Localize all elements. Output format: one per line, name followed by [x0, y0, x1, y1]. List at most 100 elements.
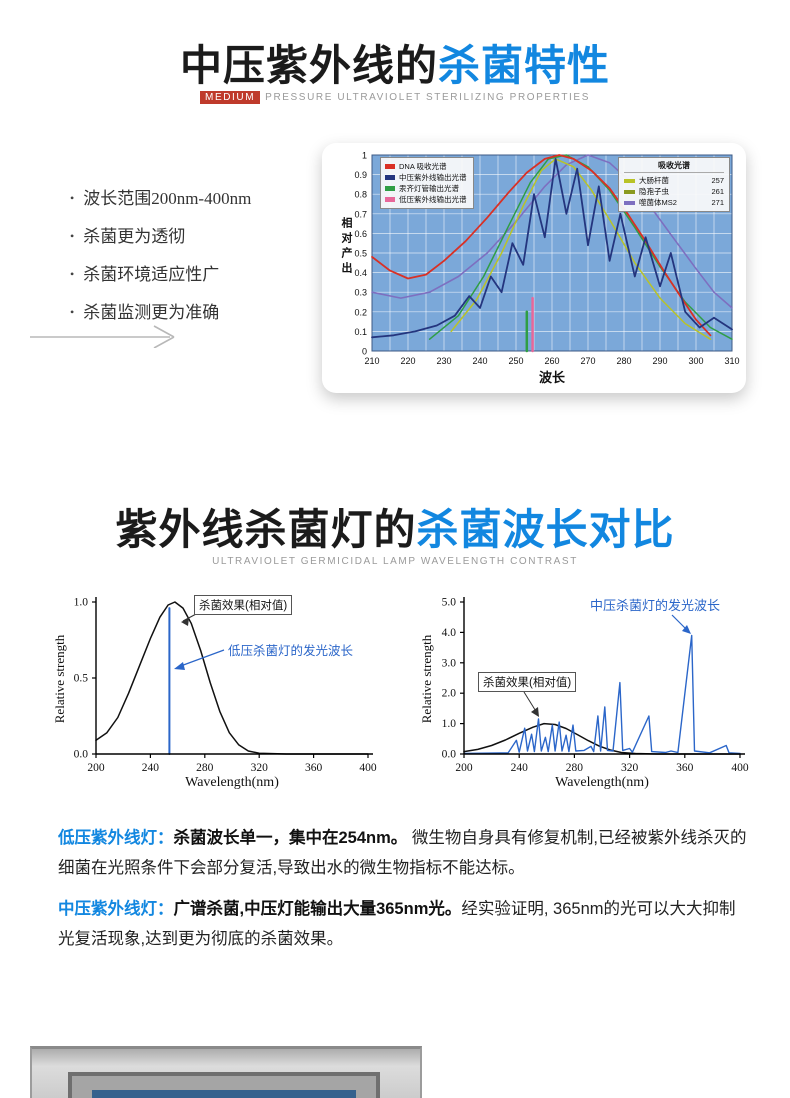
- section1-subtitle: MEDIUM PRESSURE ULTRAVIOLET STERILIZING P…: [0, 91, 790, 104]
- svg-text:270: 270: [580, 356, 595, 366]
- svg-text:0.5: 0.5: [354, 249, 367, 259]
- spectrum-x-axis-title: 波长: [538, 370, 565, 385]
- list-item: • 杀菌更为透彻: [70, 222, 251, 247]
- legend-swatch: [624, 189, 635, 194]
- feature-text: 杀菌环境适应性广: [83, 265, 220, 284]
- product-screen: [92, 1090, 356, 1098]
- svg-text:0.0: 0.0: [442, 749, 457, 761]
- section2-subtitle: ULTRAVIOLET GERMICIDAL LAMP WAVELENGTH C…: [212, 556, 578, 567]
- svg-text:400: 400: [731, 762, 749, 774]
- legend-row: DNA 吸收光谱: [385, 161, 467, 172]
- bullet-icon: •: [70, 305, 75, 319]
- low-y-axis-label: Relative strength: [52, 634, 67, 724]
- svg-text:0.6: 0.6: [354, 229, 367, 239]
- paragraph-low-pressure: 低压紫外线灯：杀菌波长单一，集中在254nm。 微生物自身具有修复机制,已经被紫…: [58, 824, 748, 883]
- legend-swatch: [624, 200, 635, 205]
- feature-text: 波长范围200nm-400nm: [83, 189, 252, 208]
- legend-row: 低压紫外线输出光谱: [385, 194, 467, 205]
- svg-text:220: 220: [400, 356, 415, 366]
- section1-title: 中压紫外线的杀菌特性: [0, 32, 790, 93]
- annotation-medium-lamp-wavelength: 中压杀菌灯的发光波长: [590, 598, 721, 613]
- svg-text:0.2: 0.2: [354, 307, 367, 317]
- medium-y-axis-label: Relative strength: [419, 634, 434, 724]
- spectrum-y-axis-title: 相对产出: [340, 217, 352, 277]
- svg-text:200: 200: [455, 762, 473, 774]
- paragraph-lead: 中压紫外线灯：: [58, 900, 174, 919]
- svg-text:210: 210: [364, 356, 379, 366]
- low-pressure-chart: 200 240 280 320 360 400 0.0 0.5 1.0: [74, 597, 377, 775]
- svg-text:2.0: 2.0: [442, 688, 457, 700]
- svg-text:250: 250: [508, 356, 523, 366]
- low-pressure-chart-panel: 200 240 280 320 360 400 0.0 0.5 1.0 Relative str…: [48, 588, 384, 810]
- svg-text:360: 360: [676, 762, 694, 774]
- svg-text:300: 300: [688, 356, 703, 366]
- svg-text:240: 240: [142, 762, 160, 774]
- section1-title-blue: 杀菌特性: [438, 42, 611, 89]
- legend-swatch: [385, 175, 395, 180]
- feature-text: 杀菌更为透彻: [83, 227, 186, 246]
- svg-text:0.9: 0.9: [354, 170, 367, 180]
- annotation-low-lamp-wavelength: 低压杀菌灯的发光波长: [228, 644, 354, 658]
- paragraph-strong: 杀菌波长单一，集中在254nm。: [173, 829, 408, 847]
- bullet-icon: •: [70, 191, 75, 205]
- svg-text:4.0: 4.0: [442, 627, 457, 639]
- svg-text:310: 310: [724, 356, 739, 366]
- list-item: • 杀菌监测更为准确: [70, 298, 251, 323]
- svg-text:360: 360: [305, 762, 323, 774]
- svg-text:0.5: 0.5: [74, 673, 89, 685]
- product-photo: [30, 1046, 422, 1098]
- medium-pressure-chart: 200 240 280 320 360 400 0.0 1.0 2.0 3.0 4.0 5.0: [442, 597, 749, 775]
- svg-text:0.8: 0.8: [354, 190, 367, 200]
- absorption-legend-title: 吸收光谱: [624, 160, 724, 173]
- svg-text:280: 280: [196, 762, 214, 774]
- series-legend: DNA 吸收光谱 中压紫外线输出光谱 汞齐灯管输出光谱 低压紫外线输出光谱: [380, 157, 474, 209]
- description-paragraphs: 低压紫外线灯：杀菌波长单一，集中在254nm。 微生物自身具有修复机制,已经被紫…: [58, 824, 748, 967]
- paragraph-lead: 低压紫外线灯：: [58, 829, 174, 847]
- list-item: • 波长范围200nm-400nm: [70, 184, 251, 209]
- absorption-row: 隐孢子虫 261: [624, 186, 724, 197]
- svg-text:320: 320: [251, 762, 269, 774]
- svg-text:0.1: 0.1: [354, 327, 367, 337]
- svg-text:1: 1: [362, 151, 367, 161]
- section2-title: 紫外线杀菌灯的杀菌波长对比: [0, 496, 790, 557]
- legend-swatch: [385, 197, 395, 202]
- medium-pressure-chart-panel: 200 240 280 320 360 400 0.0 1.0 2.0 3.0 4.0 5.0 Rel…: [412, 588, 760, 810]
- legend-row: 汞齐灯管输出光谱: [385, 183, 467, 194]
- spectrum-chart-card: 210 220 230 240 250 260 270 280 290 300 310 0 0.1 0.2…: [322, 143, 746, 393]
- section1-title-black: 中压紫外线的: [179, 42, 438, 89]
- svg-text:1.0: 1.0: [74, 597, 89, 609]
- medium-chip: MEDIUM: [200, 91, 261, 104]
- svg-text:3.0: 3.0: [442, 657, 457, 669]
- legend-row: 中压紫外线输出光谱: [385, 172, 467, 183]
- paragraph-text: 经实验证明, 365nm的光可以大大抑制光复活现象,达到更为彻底的杀菌效果。: [58, 900, 736, 949]
- low-x-axis-label: Wavelength(nm): [185, 775, 279, 790]
- svg-text:230: 230: [436, 356, 451, 366]
- legend-swatch: [624, 178, 635, 183]
- feature-list: • 波长范围200nm-400nm • 杀菌更为透彻 • 杀菌环境适应性广 • 杀菌监测…: [70, 184, 251, 336]
- absorption-row: 大肠杆菌 257: [624, 175, 724, 186]
- section2-title-black: 紫外线杀菌灯的: [115, 506, 417, 553]
- svg-text:0.7: 0.7: [354, 209, 367, 219]
- svg-text:260: 260: [544, 356, 559, 366]
- svg-text:200: 200: [87, 762, 105, 774]
- paragraph-medium-pressure: 中压紫外线灯：广谱杀菌,中压灯能输出大量365nm光。经实验证明, 365nm的…: [58, 895, 748, 954]
- bullet-icon: •: [70, 229, 75, 243]
- svg-text:320: 320: [621, 762, 639, 774]
- absorption-legend: 吸收光谱 大肠杆菌 257 隐孢子虫 261 噬菌体MS2 271: [618, 157, 730, 212]
- svg-text:280: 280: [566, 762, 584, 774]
- svg-text:0.0: 0.0: [74, 749, 89, 761]
- svg-text:240: 240: [472, 356, 487, 366]
- list-item: • 杀菌环境适应性广: [70, 260, 251, 285]
- feature-text: 杀菌监测更为准确: [83, 303, 220, 322]
- svg-text:290: 290: [652, 356, 667, 366]
- svg-text:400: 400: [359, 762, 377, 774]
- annotation-germicidal-effect: 杀菌效果(相对值): [478, 672, 577, 692]
- svg-text:0.3: 0.3: [354, 288, 367, 298]
- section2-title-blue: 杀菌波长对比: [416, 506, 675, 553]
- legend-swatch: [385, 186, 395, 191]
- legend-swatch: [385, 164, 395, 169]
- arrow-right-icon: [30, 325, 175, 348]
- medium-x-axis-label: Wavelength(nm): [555, 775, 649, 790]
- paragraph-strong: 广谱杀菌,中压灯能输出大量365nm光。: [173, 900, 462, 919]
- svg-text:5.0: 5.0: [442, 597, 457, 609]
